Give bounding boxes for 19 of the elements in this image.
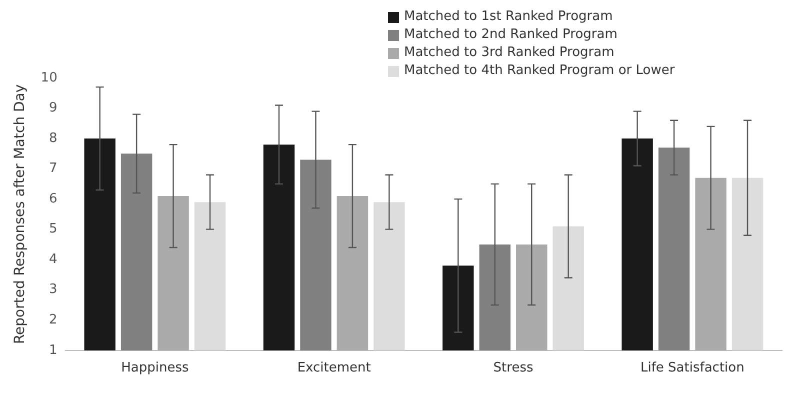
x-tick-label: Happiness [121,360,189,376]
y-tick-label: 9 [49,100,58,116]
legend-label: Matched to 4th Ranked Program or Lower [404,62,675,80]
y-tick-label: 6 [49,191,58,206]
x-tick-label: Excitement [297,360,371,376]
y-tick-label: 3 [49,282,58,298]
legend-label: Matched to 2nd Ranked Program [404,26,618,44]
x-tick-label: Stress [493,360,534,376]
legend-label: Matched to 3rd Ranked Program [404,44,614,62]
y-tick-label: 2 [49,312,58,328]
y-tick-label: 7 [49,161,58,176]
legend-label: Matched to 1st Ranked Program [404,8,613,26]
y-tick-label: 5 [49,222,58,237]
y-tick-label: 1 [49,342,58,358]
y-tick-label: 8 [49,130,58,146]
x-tick-label: Life Satisfaction [640,360,744,376]
y-axis-title: Reported Responses after Match Day [12,84,28,344]
y-tick-label: 4 [49,252,58,267]
y-tick-label: 10 [40,70,58,86]
